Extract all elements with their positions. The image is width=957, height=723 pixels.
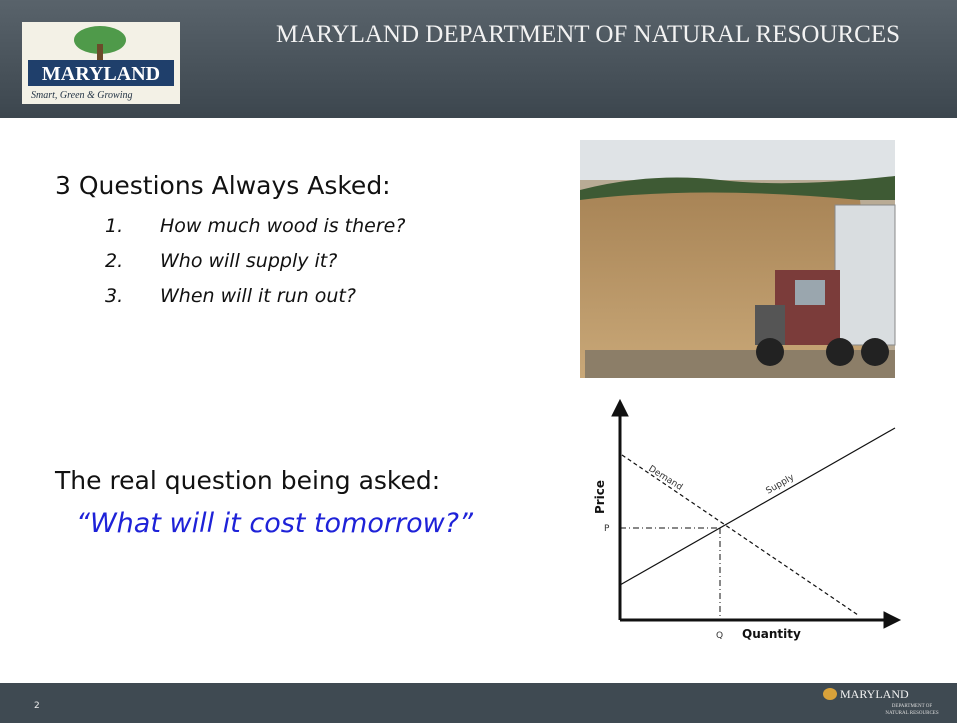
logo-name: MARYLAND xyxy=(42,63,160,85)
footer-logo-mark xyxy=(823,688,837,700)
photo-wheel xyxy=(861,338,889,366)
item-text: How much wood is there? xyxy=(160,215,405,237)
page-number: 2 xyxy=(34,701,40,711)
real-question-heading: The real question being asked: xyxy=(54,466,440,495)
y-label: Price xyxy=(593,480,607,514)
item-text: When will it run out? xyxy=(160,285,356,307)
item-text: Who will supply it? xyxy=(160,250,337,272)
slide: MARYLAND Smart, Green & Growing MARYLAND… xyxy=(0,0,957,723)
x-label: Quantity xyxy=(742,627,801,641)
photo xyxy=(580,140,895,378)
photo-wheel xyxy=(756,338,784,366)
footer-logo-line2: NATURAL RESOURCES xyxy=(885,711,939,716)
real-question-quote: “What will it cost tomorrow?” xyxy=(76,508,474,539)
supply-line xyxy=(620,428,895,585)
questions-heading: 3 Questions Always Asked: xyxy=(55,171,391,200)
diagram xyxy=(612,400,900,628)
footer-logo-line1: DEPARTMENT OF xyxy=(892,704,933,709)
demand-label: Demand xyxy=(646,464,684,493)
question-list: 1. How much wood is there? 2. Who will supp… xyxy=(105,215,405,307)
photo-trailer xyxy=(835,205,895,345)
item-number: 1. xyxy=(105,215,123,237)
header-title: MARYLAND DEPARTMENT OF NATURAL RESOURCES xyxy=(276,21,900,48)
footer-bar xyxy=(0,683,957,723)
logo: MARYLAND Smart, Green & Growing xyxy=(22,22,180,104)
photo-sky xyxy=(580,140,895,180)
photo-window xyxy=(795,280,825,305)
y-arrow xyxy=(612,400,628,416)
footer-logo-name: MARYLAND xyxy=(840,687,909,701)
x-arrow xyxy=(884,612,900,628)
price-mark: P xyxy=(604,524,610,534)
logo-trunk xyxy=(97,44,103,62)
item-number: 3. xyxy=(105,285,123,307)
page: {"header": {"title": "MARYLAND DEPARTMEN… xyxy=(0,0,957,723)
item-number: 2. xyxy=(105,250,123,272)
photo-wheel xyxy=(826,338,854,366)
quantity-mark: Q xyxy=(716,631,723,641)
logo-tagline: Smart, Green & Growing xyxy=(31,90,132,101)
